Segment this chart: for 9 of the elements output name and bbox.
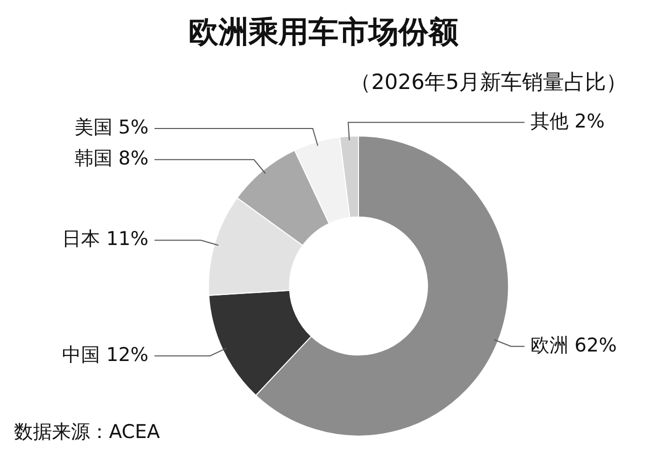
slice-label: 韩国 8%	[74, 148, 148, 170]
slice-label: 其他 2%	[530, 110, 605, 132]
slice-label: 美国 5%	[74, 116, 148, 138]
slice-label: 欧洲 62%	[530, 334, 617, 356]
slice-label: 日本 11%	[62, 228, 148, 250]
chart-subtitle: （2026年5月新车销量占比）	[350, 69, 627, 96]
slice-label: 中国 12%	[62, 344, 148, 366]
source-note: 数据来源：ACEA	[14, 420, 160, 445]
chart-title: 欧洲乘用车市场份额	[188, 14, 460, 52]
